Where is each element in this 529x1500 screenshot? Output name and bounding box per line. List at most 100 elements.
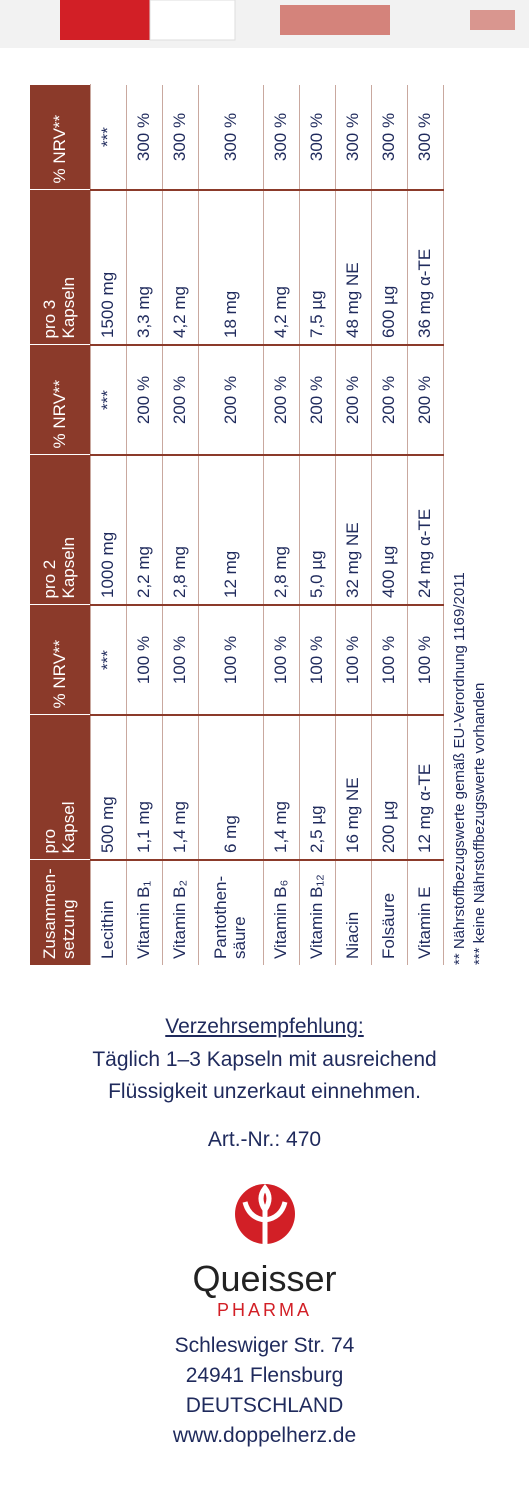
table-cell: 100 % [371, 605, 408, 715]
table-cell: 24 mg α-TE [407, 455, 444, 605]
table-cell: 48 mg NE [335, 190, 372, 345]
header-cell: pro 2 Kapseln [30, 455, 91, 605]
table-cell: 100 % [162, 605, 199, 715]
table-cell: 4,2 mg [263, 190, 300, 345]
table-row: Folsäure 200 µg 100 % 400 µg 200 % 600 µg 300 … [371, 85, 408, 965]
table-cell: *** [90, 85, 127, 190]
header-cell: % NRV** [30, 85, 91, 190]
website: www.doppelherz.de [172, 1424, 357, 1447]
packaging-white [149, 0, 236, 41]
table-cell: 300 % [162, 85, 199, 190]
table-cell: 2,8 mg [162, 455, 199, 605]
table-cell: 200 % [335, 345, 372, 455]
table-cell: Vitamin E [407, 860, 444, 965]
footnotes: ** Nährstoffbezugswerte gemäß EU-Verordn… [450, 85, 491, 965]
table-body: Lecithin 500 mg *** 1000 mg *** 1500 mg *** Vit… [90, 85, 444, 965]
table-cell: 200 % [407, 345, 444, 455]
table-cell: 32 mg NE [335, 455, 372, 605]
header-cell: Zusammen- setzung [30, 860, 91, 965]
table-cell: 5,0 µg [299, 455, 336, 605]
table-cell: 1,1 mg [126, 715, 163, 860]
table-cell: 300 % [299, 85, 336, 190]
table-cell: 1000 mg [90, 455, 127, 605]
table-cell: 12 mg [198, 455, 264, 605]
table-cell: 400 µg [371, 455, 408, 605]
address-line: DEUTSCHLAND [185, 1394, 344, 1417]
table-cell: 200 % [299, 345, 336, 455]
nutrition-block: Zusammen- setzung pro Kapsel% NRV** pro 2 … [30, 85, 500, 965]
table-cell: 2,8 mg [263, 455, 300, 605]
table-cell: 1500 mg [90, 190, 127, 345]
header-cell: % NRV** [30, 605, 91, 715]
table-cell: 16 mg NE [335, 715, 372, 860]
table-cell: Vitamin B₁ [126, 860, 163, 965]
table-cell: 1,4 mg [263, 715, 300, 860]
table-row: Vitamin E 12 mg α-TE 100 % 24 mg α-TE 200 % 3… [407, 85, 444, 965]
table-cell: 300 % [198, 85, 264, 190]
packaging-mark [470, 10, 515, 30]
table-cell: 200 % [198, 345, 264, 455]
table-row: Lecithin 500 mg *** 1000 mg *** 1500 mg *** [90, 85, 127, 965]
product-image-strip [0, 0, 529, 48]
table-cell: *** [90, 345, 127, 455]
table-cell: 36 mg α-TE [407, 190, 444, 345]
table-row: Niacin 16 mg NE 100 % 32 mg NE 200 % 48 mg NE… [335, 85, 372, 965]
table-cell: Vitamin B₂ [162, 860, 199, 965]
address-line: Schleswiger Str. 74 [174, 1334, 355, 1357]
table-cell: 300 % [126, 85, 163, 190]
table-cell: 200 % [371, 345, 408, 455]
nutrition-table: Zusammen- setzung pro Kapsel% NRV** pro 2 … [30, 85, 444, 965]
product-image [60, 0, 515, 41]
table-cell: 100 % [335, 605, 372, 715]
logo [235, 1183, 295, 1244]
table-cell: Vitamin B₆ [263, 860, 300, 965]
table-cell: 600 µg [371, 190, 408, 345]
header-cell: pro 3 Kapseln [30, 190, 91, 345]
table-cell: *** [90, 605, 127, 715]
table-cell: 2,2 mg [126, 455, 163, 605]
table-cell: 200 % [162, 345, 199, 455]
packaging-red [60, 0, 150, 40]
table-cell: Lecithin [90, 860, 127, 965]
table-cell: 300 % [371, 85, 408, 190]
article-number: Art.-Nr.: 470 [207, 1128, 322, 1151]
company-sub: PHARMA [216, 1300, 312, 1320]
footnote: *** keine Nährstoffbezugswerte vorhanden [471, 682, 489, 965]
packaging-stripes [280, 5, 390, 35]
table-cell: 4,2 mg [162, 190, 199, 345]
table-row: Vitamin B₆ 1,4 mg 100 % 2,8 mg 200 % 4,2 mg 30… [263, 85, 300, 965]
footnote: ** Nährstoffbezugswerte gemäß EU-Verordn… [451, 572, 468, 965]
header-cell: % NRV** [30, 345, 91, 455]
recommendation-line: Flüssigkeit unzerkaut einnehmen. [108, 1080, 421, 1103]
table-cell: 200 % [126, 345, 163, 455]
table-cell: Folsäure [371, 860, 408, 965]
header-row: Zusammen- setzung pro Kapsel% NRV** pro 2 … [30, 85, 91, 965]
table-cell: 100 % [299, 605, 336, 715]
table-cell: 100 % [263, 605, 300, 715]
address-line: 24941 Flensburg [185, 1364, 344, 1387]
table-cell: 100 % [126, 605, 163, 715]
logo-plant [242, 1183, 288, 1244]
table-cell: Vitamin B₁₂ [299, 860, 336, 965]
table-cell: 6 mg [198, 715, 264, 860]
table-cell: 300 % [335, 85, 372, 190]
table-cell: 7,5 µg [299, 190, 336, 345]
table-cell: 300 % [263, 85, 300, 190]
table-cell: 200 % [263, 345, 300, 455]
recommendation-line: Täglich 1–3 Kapseln mit ausreichend [92, 1048, 437, 1071]
header-cell: pro Kapsel [30, 715, 91, 860]
table-cell: 100 % [407, 605, 444, 715]
table-cell: 500 mg [90, 715, 127, 860]
table-cell: 18 mg [198, 190, 264, 345]
table-row: Pantothen- säure 6 mg 100 % 12 mg 200 % 18 mg… [198, 85, 264, 965]
table-cell: 100 % [198, 605, 264, 715]
table-cell: Niacin [335, 860, 372, 965]
table-cell: 200 µg [371, 715, 408, 860]
table-row: Vitamin B₁₂ 2,5 µg 100 % 5,0 µg 200 % 7,5 µg 3… [299, 85, 336, 965]
table-cell: 300 % [407, 85, 444, 190]
recommendation-title: Verzehrsempfehlung: [165, 1015, 364, 1038]
table-cell: Pantothen- säure [198, 860, 264, 965]
table-cell: 2,5 µg [299, 715, 336, 860]
table-cell: 12 mg α-TE [407, 715, 444, 860]
